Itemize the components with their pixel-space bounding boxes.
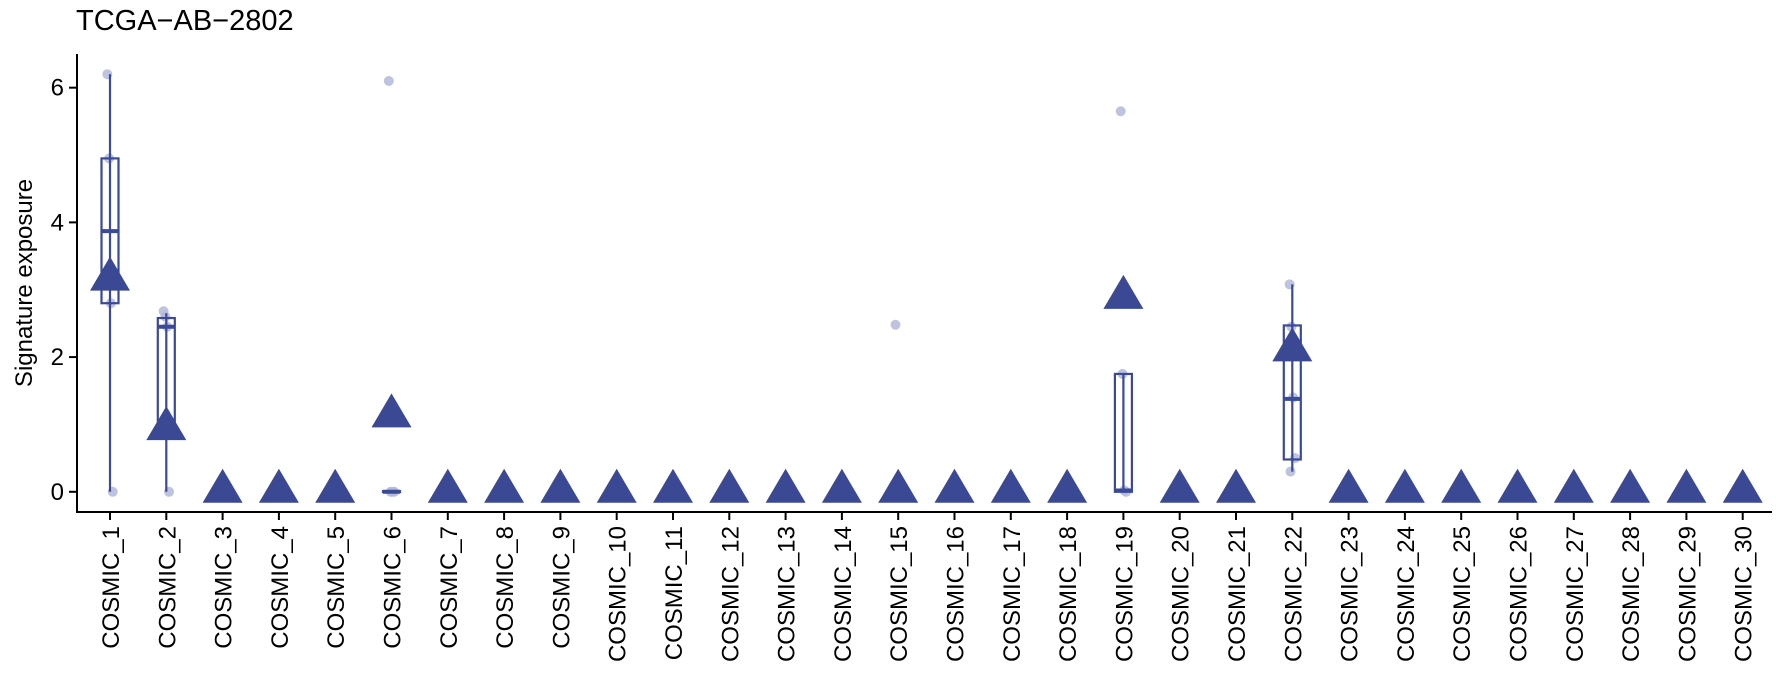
sample-marker bbox=[1666, 468, 1707, 503]
x-tick-label: COSMIC_15 bbox=[886, 526, 913, 662]
x-tick-label: COSMIC_4 bbox=[267, 526, 294, 649]
data-point bbox=[1285, 466, 1296, 477]
sample-marker bbox=[1610, 468, 1651, 503]
sample-marker bbox=[1722, 468, 1763, 503]
sample-marker bbox=[709, 468, 750, 503]
x-tick-label: COSMIC_25 bbox=[1449, 526, 1476, 662]
x-tick-label: COSMIC_17 bbox=[999, 526, 1026, 662]
x-tick-label: COSMIC_24 bbox=[1393, 526, 1420, 662]
sample-marker bbox=[596, 468, 637, 503]
sample-marker bbox=[934, 468, 975, 503]
x-tick-label: COSMIC_9 bbox=[548, 526, 575, 649]
sample-marker bbox=[1384, 468, 1425, 503]
x-tick-label: COSMIC_12 bbox=[717, 526, 744, 662]
sample-marker bbox=[484, 468, 525, 503]
x-tick-label: COSMIC_13 bbox=[774, 526, 801, 662]
x-tick-label: COSMIC_22 bbox=[1280, 526, 1307, 662]
x-tick-label: COSMIC_20 bbox=[1168, 526, 1195, 662]
data-point bbox=[1115, 106, 1126, 117]
sample-marker bbox=[427, 468, 468, 503]
x-tick-label: COSMIC_18 bbox=[1055, 526, 1082, 662]
x-tick-label: COSMIC_10 bbox=[605, 526, 632, 662]
sample-marker bbox=[146, 406, 187, 441]
sample-marker bbox=[990, 468, 1031, 503]
chart-title: TCGA−AB−2802 bbox=[76, 5, 294, 37]
y-tick-label: 6 bbox=[51, 75, 64, 102]
x-tick-label: COSMIC_29 bbox=[1674, 526, 1701, 662]
x-tick-label: COSMIC_11 bbox=[661, 526, 688, 660]
sample-marker bbox=[1103, 274, 1144, 309]
y-axis-label: Signature exposure bbox=[11, 179, 38, 387]
y-tick-label: 4 bbox=[51, 209, 64, 236]
x-tick-label: COSMIC_6 bbox=[380, 526, 407, 649]
data-point bbox=[383, 75, 394, 86]
x-tick-label: COSMIC_5 bbox=[323, 526, 350, 649]
sample-marker bbox=[1441, 468, 1482, 503]
sample-marker bbox=[1328, 468, 1369, 503]
x-tick-label: COSMIC_14 bbox=[830, 526, 857, 662]
x-tick-label: COSMIC_30 bbox=[1731, 526, 1758, 662]
data-point bbox=[890, 319, 901, 330]
x-tick-label: COSMIC_28 bbox=[1618, 526, 1645, 662]
box bbox=[1282, 324, 1302, 461]
x-tick-label: COSMIC_19 bbox=[1111, 526, 1138, 662]
y-tick-label: 2 bbox=[51, 344, 64, 371]
sample-marker bbox=[1216, 468, 1256, 503]
sample-marker bbox=[371, 393, 412, 428]
sample-marker bbox=[821, 468, 862, 503]
x-tick-label: COSMIC_23 bbox=[1337, 526, 1364, 662]
sample-marker bbox=[878, 468, 919, 503]
x-tick-label: COSMIC_3 bbox=[211, 526, 238, 649]
x-tick-label: COSMIC_27 bbox=[1562, 526, 1589, 662]
sample-marker bbox=[202, 468, 243, 503]
sample-marker bbox=[765, 468, 806, 503]
x-tick-label: COSMIC_21 bbox=[1224, 526, 1251, 662]
x-tick-label: COSMIC_1 bbox=[98, 526, 125, 649]
sample-marker bbox=[90, 256, 130, 291]
x-tick-label: COSMIC_8 bbox=[492, 526, 519, 649]
sample-marker bbox=[1497, 468, 1538, 503]
y-tick-label: 0 bbox=[51, 479, 64, 506]
x-tick-label: COSMIC_26 bbox=[1506, 526, 1533, 662]
x-tick-label: COSMIC_16 bbox=[943, 526, 970, 662]
sample-marker bbox=[540, 468, 581, 503]
sample-marker bbox=[1272, 327, 1313, 362]
sample-marker bbox=[1047, 468, 1088, 503]
x-tick-label: COSMIC_2 bbox=[154, 526, 181, 649]
sample-marker bbox=[653, 468, 693, 503]
x-tick-label: COSMIC_7 bbox=[436, 526, 463, 649]
sample-marker bbox=[1553, 468, 1594, 503]
sample-marker bbox=[1159, 468, 1200, 503]
sample-marker bbox=[258, 468, 299, 503]
sample-marker bbox=[315, 468, 356, 503]
